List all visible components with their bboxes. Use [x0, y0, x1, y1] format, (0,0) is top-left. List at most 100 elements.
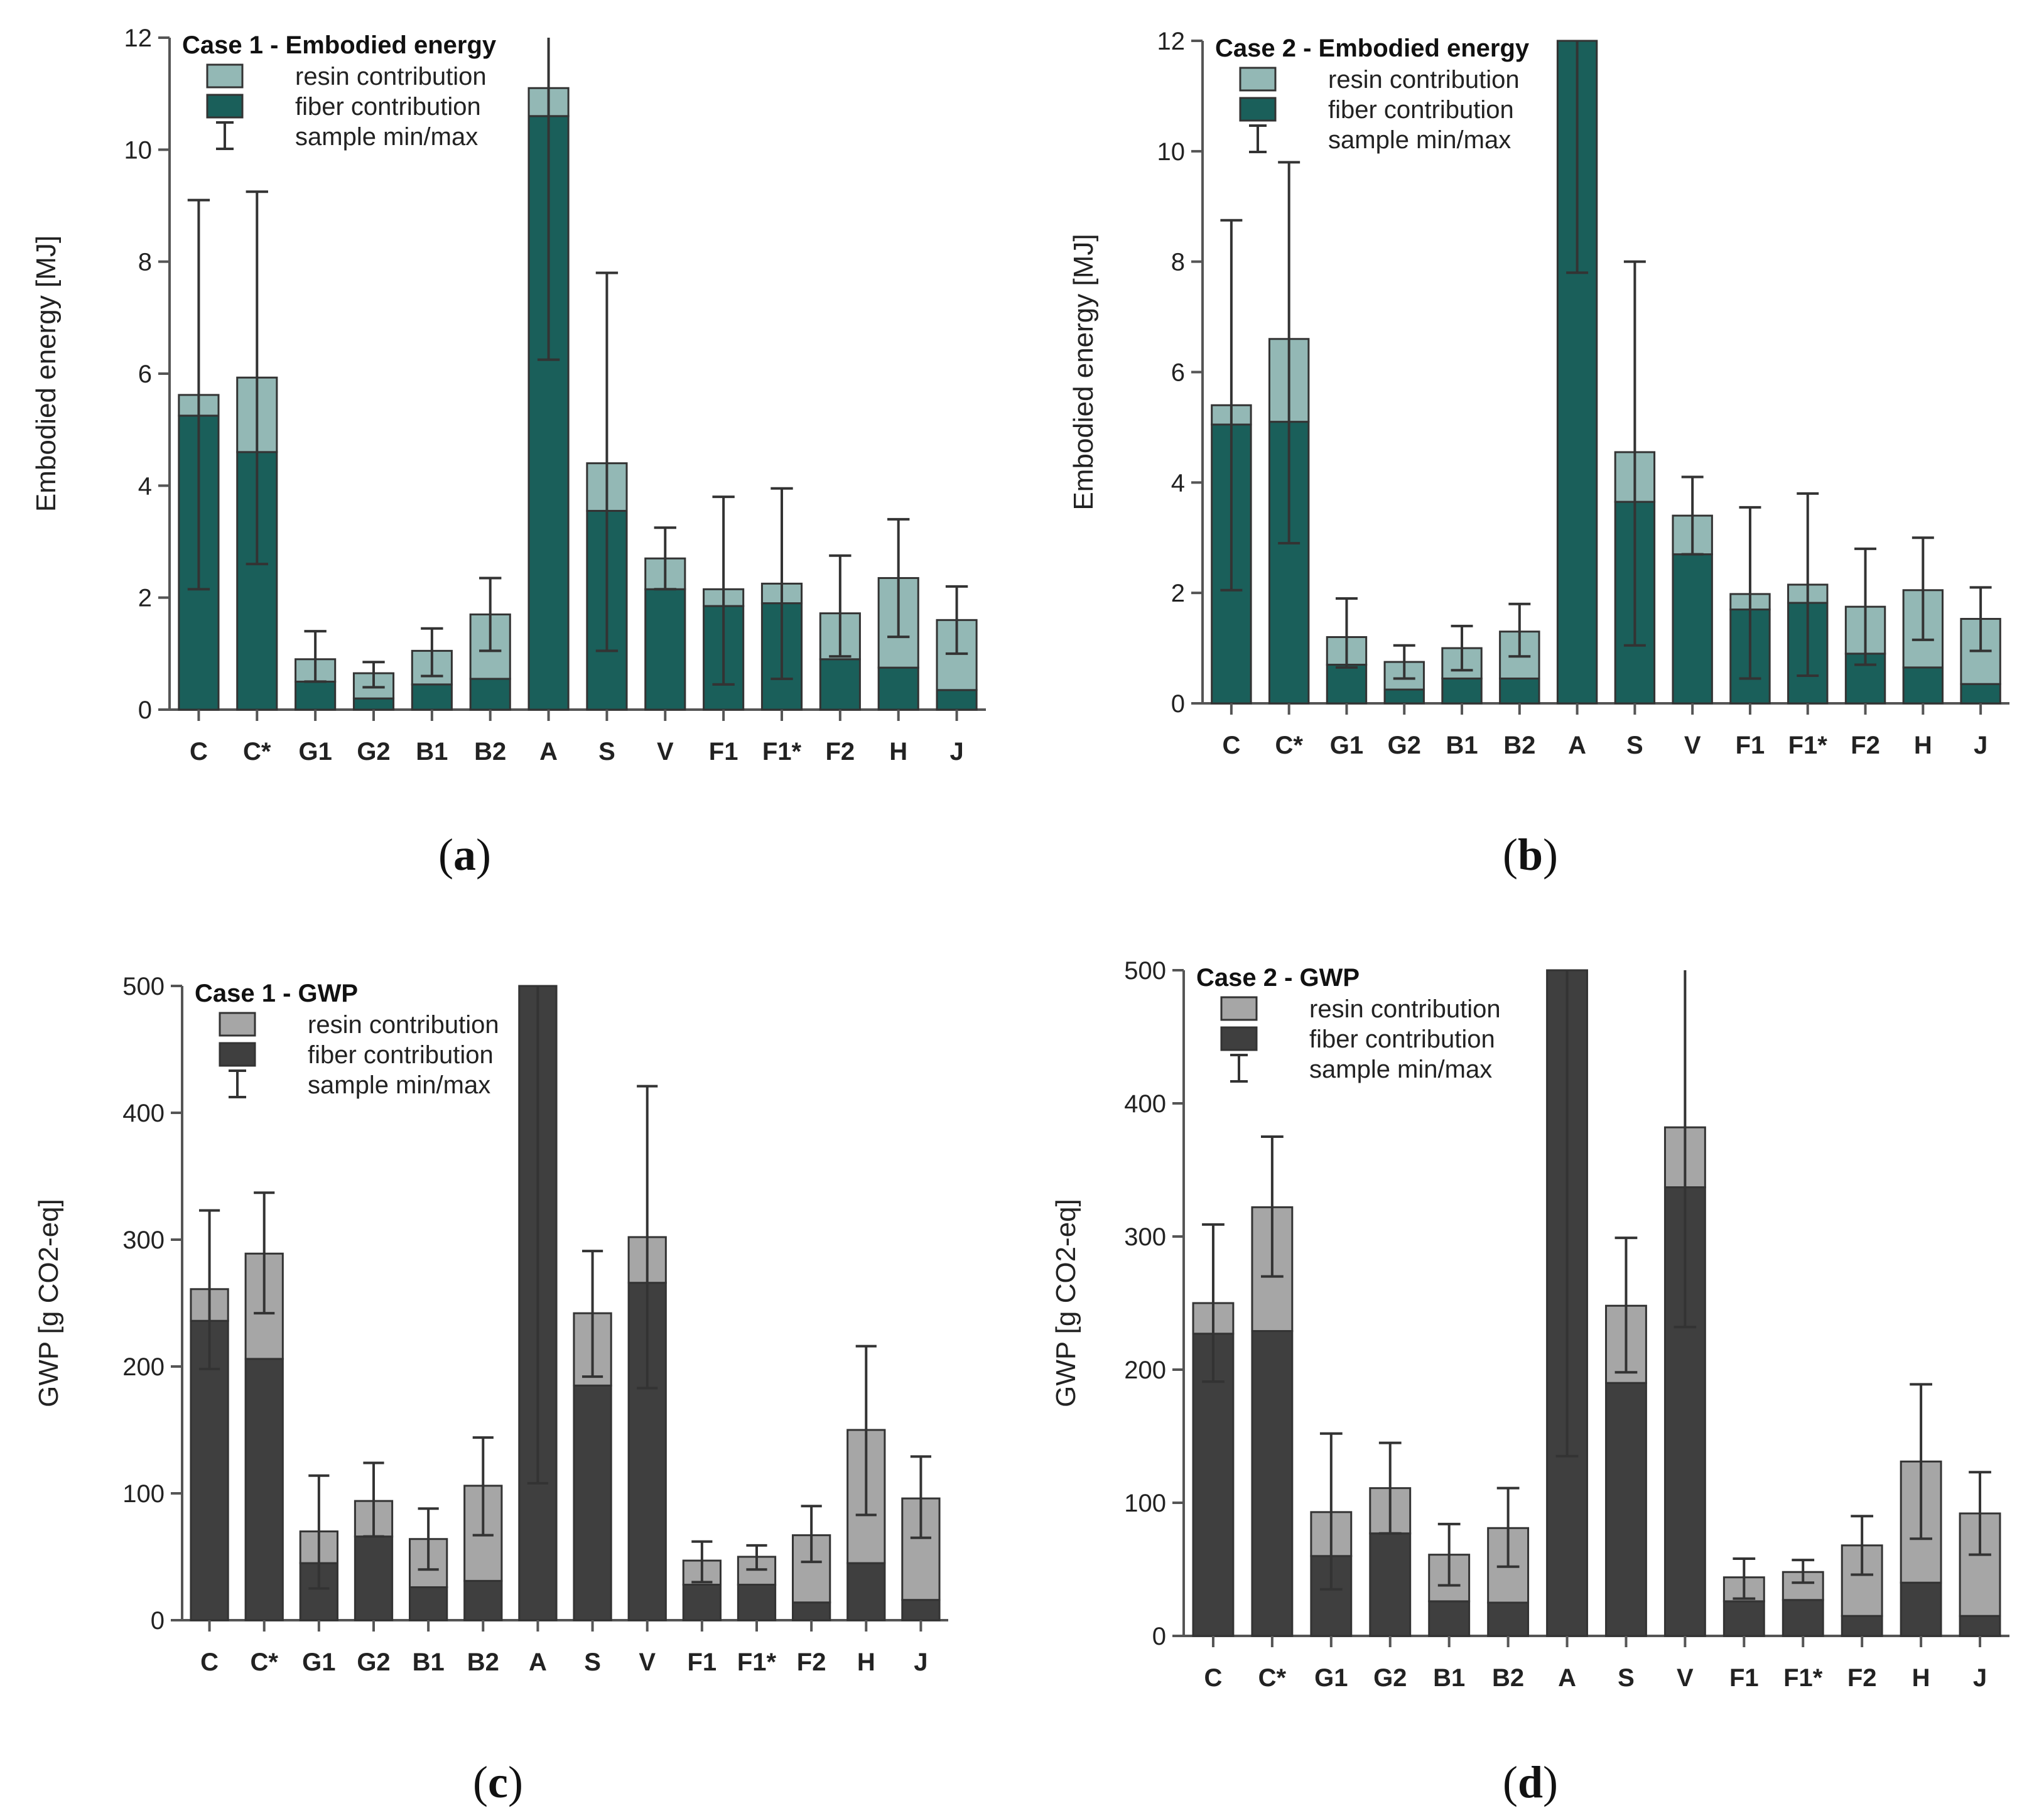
pd-legend-label-resin: resin contribution: [1309, 995, 1501, 1023]
pc-bar-fiber-5: [463, 1579, 503, 1621]
pd-error-bar-2: [1319, 1432, 1343, 1591]
pc-error-bar-5: [472, 1436, 494, 1537]
pb-xtick-label-11: F2: [1851, 732, 1880, 759]
pa-legend-label-minmax: sample min/max: [295, 123, 478, 151]
pb-error-bar-3: [1393, 644, 1415, 680]
pa-xtick-label-8: V: [657, 738, 674, 766]
pa-ytick-label-3: 6: [138, 360, 152, 388]
pc-ytick-label-0: 0: [151, 1607, 165, 1635]
pa-xtick-label-13: J: [949, 738, 963, 766]
pa-error-bar-2: [304, 630, 327, 683]
pb-legend-resin: resin contribution: [1239, 66, 1520, 94]
pd-xtick-label-2: G1: [1314, 1664, 1348, 1692]
pd-bar-fiber-10: [1782, 1599, 1824, 1637]
pa-bar-fiber-5: [469, 678, 511, 711]
pb-error-bar-5: [1508, 602, 1531, 658]
pb-bar-fiber-8: [1672, 553, 1713, 705]
pd-y-axis-title: GWP [g CO2-eq]: [1051, 1199, 1081, 1407]
panel-label-a: (a): [438, 830, 491, 880]
pb-error-bar-7: [1623, 260, 1646, 647]
pc-legend-label-minmax: sample min/max: [308, 1071, 490, 1099]
pc-ytick-label-2: 200: [122, 1353, 165, 1381]
pd-legend-minmax: sample min/max: [1230, 1054, 1492, 1083]
pa-xtick-label-10: F1*: [762, 738, 802, 766]
pb-error-bar-1: [1278, 161, 1300, 545]
pa-error-bar-6: [537, 38, 560, 361]
pd-xtick-label-8: V: [1677, 1664, 1694, 1692]
pd-bar-fiber-0: [1192, 1333, 1235, 1637]
pc-error-bar-9: [691, 1540, 713, 1584]
pc-error-bar-12: [855, 1345, 877, 1517]
pb-ytick-label-1: 2: [1171, 580, 1185, 607]
pc-xtick-label-6: A: [529, 1648, 547, 1676]
pa-xtick-label-11: F2: [826, 738, 855, 766]
pb-xtick-label-8: V: [1684, 732, 1701, 759]
pa-y-axis-title: Embodied energy [MJ]: [31, 235, 62, 512]
pd-ytick-label-0: 0: [1152, 1623, 1166, 1650]
pa-bar-resin-3: [352, 672, 395, 700]
pa-ytick-label-5: 10: [124, 136, 153, 164]
pc-error-bar-6: [527, 986, 549, 1485]
pa-legend-fiber: fiber contribution: [206, 93, 481, 121]
pa-ytick-label-4: 8: [138, 249, 152, 276]
pc-error-bar-11: [801, 1505, 822, 1564]
pd-xtick-label-7: S: [1618, 1664, 1635, 1692]
pd-error-bar-5: [1496, 1486, 1520, 1568]
pd-legend-title: Case 2 - GWP: [1196, 964, 1360, 992]
pc-bar-fiber-1: [244, 1358, 284, 1621]
pb-legend-label-resin: resin contribution: [1328, 66, 1520, 94]
pc-xtick-label-2: G1: [302, 1648, 335, 1676]
pa-error-bar-7: [595, 271, 619, 652]
pd-xtick-label-0: C: [1204, 1664, 1223, 1692]
panel-b-chart: 0 2 4 6 8 10 12 Embodied energy [MJ] C C* G1 G2 B1 B2…: [1068, 28, 2009, 759]
pd-error-bar-3: [1378, 1441, 1402, 1535]
pb-error-bar-2: [1335, 597, 1358, 669]
pb-xtick-label-7: S: [1626, 732, 1643, 759]
pc-xtick-label-4: B1: [413, 1648, 445, 1676]
pa-ytick-label-2: 4: [138, 472, 152, 500]
pb-ytick-label-4: 8: [1171, 249, 1185, 276]
pb-error-bar-0: [1220, 219, 1243, 592]
pb-xtick-label-5: B2: [1503, 732, 1535, 759]
pc-xtick-label-3: G2: [357, 1648, 390, 1676]
pb-xtick-label-13: J: [1974, 732, 1987, 759]
pc-legend-swatch-resin: [219, 1012, 256, 1037]
pa-legend-title: Case 1 - Embodied energy: [182, 31, 497, 59]
pd-error-bar-7: [1614, 1237, 1638, 1374]
pc-error-bar-0: [198, 1209, 220, 1371]
pa-ytick-label-1: 2: [138, 585, 152, 612]
pd-bar-fiber-9: [1722, 1600, 1765, 1637]
pd-xtick-label-9: F1: [1729, 1664, 1759, 1692]
pd-error-bar-1: [1261, 1135, 1284, 1278]
pc-bar-fiber-0: [190, 1319, 229, 1621]
pb-error-bar-8: [1681, 475, 1704, 556]
pb-error-bar-6: [1566, 41, 1589, 274]
pa-legend-swatch-fiber: [206, 94, 244, 119]
pc-xtick-label-11: F2: [797, 1648, 826, 1676]
pd-ytick-label-1: 100: [1124, 1490, 1166, 1517]
pc-ytick-label-3: 300: [122, 1226, 165, 1254]
pd-bar-fiber-3: [1369, 1532, 1412, 1637]
panel-label-b: (b): [1503, 830, 1558, 880]
pd-xtick-label-5: B2: [1492, 1664, 1524, 1692]
pd-legend-swatch-resin: [1220, 996, 1258, 1021]
pa-xtick-label-12: H: [889, 738, 907, 766]
pc-y-axis-title: GWP [g CO2-eq]: [33, 1199, 64, 1407]
pb-error-bar-10: [1797, 492, 1819, 678]
pc-legend-swatch-fiber: [219, 1042, 256, 1067]
panel-label-d: (d): [1503, 1757, 1558, 1807]
pb-ytick-label-6: 12: [1157, 28, 1186, 55]
pb-y-axis-title: Embodied energy [MJ]: [1068, 234, 1099, 510]
pc-bar-fiber-7: [573, 1384, 612, 1621]
pc-xtick-label-9: F1: [688, 1648, 717, 1676]
pa-xtick-label-5: B2: [474, 738, 506, 766]
pb-bar-fiber-12: [1902, 666, 1944, 705]
pa-error-bar-10: [771, 487, 793, 680]
pa-error-bar-4: [421, 627, 443, 678]
pc-error-bar-7: [581, 1250, 603, 1378]
pd-bar-fiber-5: [1487, 1601, 1530, 1637]
pa-ytick-label-0: 0: [138, 696, 152, 724]
pd-bar-fiber-11: [1841, 1615, 1883, 1637]
pd-bar-fiber-1: [1251, 1330, 1294, 1637]
